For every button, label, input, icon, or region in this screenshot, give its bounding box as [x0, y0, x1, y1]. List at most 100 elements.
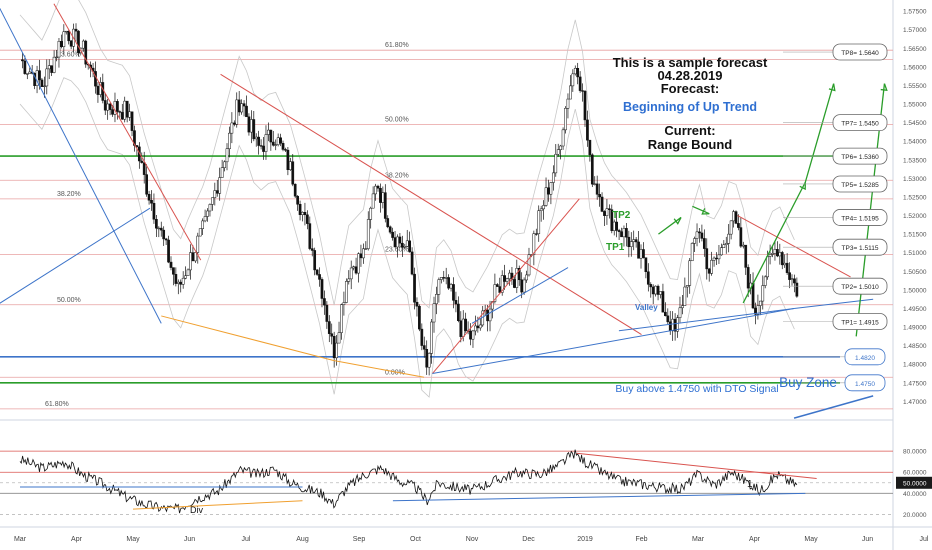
candle-body — [788, 272, 791, 280]
candle-body — [237, 99, 241, 113]
price-tick-label: 1.49500 — [903, 306, 927, 313]
candle-body — [133, 130, 136, 146]
candle-body — [420, 328, 424, 346]
candle-body — [720, 247, 723, 256]
candle-body — [457, 303, 460, 321]
candle-body — [756, 305, 760, 315]
candle-body — [488, 308, 492, 322]
candle-body — [522, 279, 526, 293]
candle-body — [454, 300, 458, 305]
divergence-label: Div — [190, 505, 203, 515]
time-tick-label: Nov — [466, 536, 479, 543]
candle-body — [259, 145, 263, 147]
candle-body — [159, 227, 163, 231]
candle-body — [81, 40, 85, 49]
candle-body — [559, 145, 562, 150]
fib-level-label: 23.60% — [57, 51, 81, 58]
candle-body — [610, 209, 614, 231]
candle-body — [142, 162, 146, 175]
candle-body — [617, 230, 621, 232]
candle-body — [366, 219, 370, 249]
candle-body — [381, 192, 385, 203]
candle-body — [464, 318, 468, 332]
target-box — [832, 175, 888, 193]
time-tick-label: 2019 — [577, 536, 593, 543]
candle-body — [228, 132, 231, 150]
candle-body — [196, 235, 200, 253]
target-label: TP8= 1.5640 — [841, 50, 879, 57]
candle-body — [254, 136, 258, 140]
osc-descending-red — [576, 452, 817, 480]
candle-body — [413, 273, 416, 303]
candle-body — [400, 242, 404, 248]
candle-body — [727, 233, 731, 244]
candle-body — [415, 301, 419, 307]
candle-body — [698, 231, 701, 234]
candle-body — [556, 149, 560, 155]
price-tick-label: 1.53500 — [903, 157, 927, 164]
support-line-orange — [161, 315, 334, 362]
candle-body — [245, 105, 248, 118]
candle-body — [220, 167, 224, 178]
tp2-arrow — [692, 205, 710, 215]
candle-body — [181, 277, 185, 285]
candle-body — [741, 244, 745, 247]
candle-body — [700, 232, 704, 239]
candle-body — [517, 268, 521, 281]
candle-body — [722, 244, 726, 248]
candle-body — [296, 195, 299, 205]
candle-body — [242, 103, 246, 107]
candle-body — [583, 90, 587, 121]
current-status-line-2: Range Bound — [647, 137, 733, 152]
candle-body — [498, 286, 502, 293]
candle-body — [681, 305, 684, 309]
candle-body — [620, 231, 623, 238]
candle-body — [474, 325, 477, 332]
candle-body — [386, 218, 390, 228]
candle-body — [471, 330, 475, 340]
candle-body — [793, 278, 796, 284]
price-tick-label: 1.56000 — [903, 64, 927, 71]
projection-arrow-1-head — [799, 182, 806, 191]
candle-body — [393, 237, 397, 248]
candle-body — [649, 284, 653, 288]
candle-body — [125, 100, 129, 118]
candle-body — [193, 252, 197, 262]
candle-body — [737, 223, 740, 228]
candle-body — [671, 318, 675, 332]
candle-body — [306, 214, 309, 224]
candle-body — [67, 30, 71, 42]
candle-body — [191, 252, 195, 262]
candle-body — [116, 101, 119, 112]
candle-body — [508, 272, 511, 280]
candle-body — [439, 277, 443, 280]
candle-body — [43, 85, 46, 88]
candle-body — [435, 294, 438, 305]
candle-body — [773, 249, 777, 254]
candle-body — [77, 30, 80, 53]
candle-body — [169, 261, 173, 268]
oscillator-line — [19, 449, 798, 514]
candle-body — [315, 269, 319, 275]
candle-body — [308, 223, 312, 249]
candle-body — [724, 243, 728, 246]
candle-body — [639, 249, 643, 259]
candle-body — [654, 285, 657, 295]
candle-body — [588, 139, 592, 156]
candle-body — [578, 76, 582, 91]
candle-body — [688, 260, 692, 286]
price-tick-label: 1.57500 — [903, 9, 927, 16]
descending-trendline-red — [220, 73, 642, 335]
target-box — [832, 238, 888, 256]
candle-body — [593, 183, 597, 185]
price-tick-label: 1.50500 — [903, 269, 927, 276]
candle-body — [128, 111, 131, 118]
candle-body — [398, 236, 402, 244]
candle-body — [50, 65, 54, 73]
candle-body — [391, 231, 394, 238]
candle-body — [362, 248, 365, 259]
candle-body — [164, 238, 168, 241]
candle-body — [712, 257, 716, 261]
candle-body — [603, 211, 606, 216]
descending-channel-line-blue — [0, 7, 162, 324]
